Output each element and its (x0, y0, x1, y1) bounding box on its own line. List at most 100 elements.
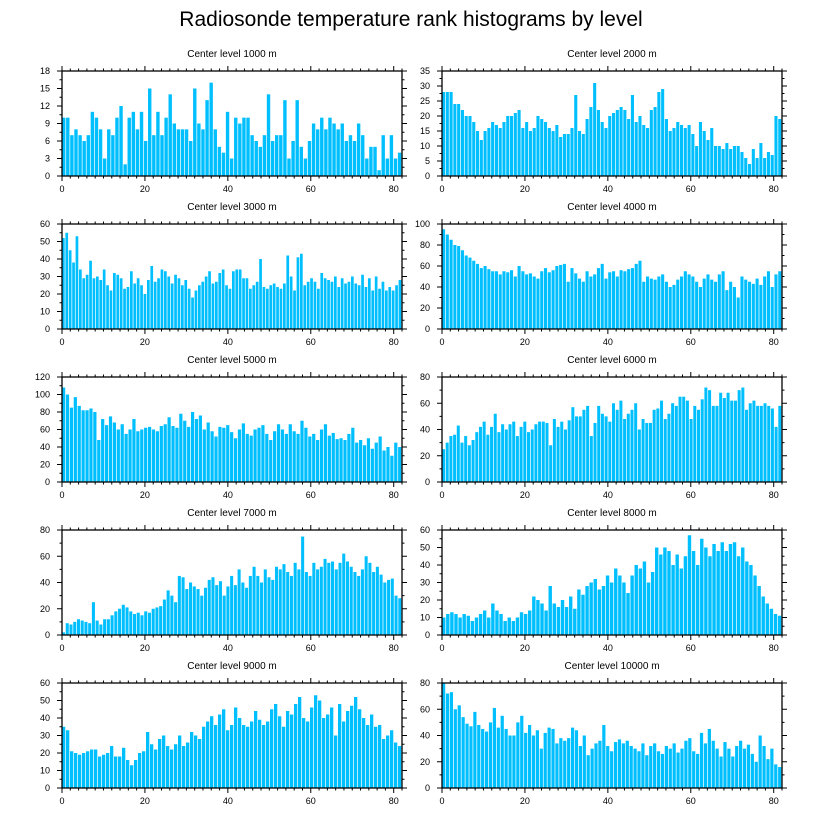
histogram-bar (263, 569, 267, 636)
histogram-bar (751, 149, 755, 176)
histogram-bar (90, 749, 94, 788)
histogram-bar (597, 589, 602, 635)
histogram-bar (638, 116, 642, 176)
histogram-bar (659, 554, 663, 635)
histogram-bar (619, 400, 623, 483)
histogram-bar (365, 158, 369, 176)
histogram-bar (62, 238, 65, 329)
histogram-bar (473, 711, 477, 789)
histogram-bar (209, 82, 213, 176)
histogram-bar (716, 551, 720, 635)
histogram-bar (323, 278, 327, 329)
histogram-bar (330, 707, 334, 788)
histogram-bar (171, 426, 175, 482)
histogram-bar (634, 403, 638, 482)
histogram-bar (286, 572, 290, 635)
histogram-bar (740, 152, 744, 176)
panel-title: Center level 2000 m (567, 49, 657, 60)
histogram-bar (777, 615, 782, 635)
x-tick-label: 0 (439, 184, 444, 194)
x-tick-label: 80 (769, 796, 779, 806)
histogram-bar (338, 704, 342, 788)
histogram-bar (85, 410, 89, 482)
histogram-bar (394, 742, 398, 788)
histogram-bar (181, 577, 185, 635)
histogram-bar (442, 92, 446, 176)
y-tick-label: 20 (420, 757, 430, 767)
histogram-bar (190, 732, 194, 788)
histogram-bar (478, 426, 482, 483)
histogram-bar (238, 123, 242, 176)
histogram-bar (347, 433, 351, 483)
histogram-bar (687, 274, 691, 329)
histogram-bar (118, 608, 122, 635)
histogram-bar (450, 612, 454, 635)
histogram-bar (491, 122, 495, 176)
x-tick-label: 80 (769, 643, 779, 653)
histogram-bar (578, 416, 582, 483)
histogram-bar (552, 603, 556, 635)
histogram-bar (273, 431, 277, 482)
histogram-bar (663, 419, 667, 482)
histogram-bar (723, 742, 727, 788)
panel-title: Center level 9000 m (187, 661, 277, 672)
histogram-bar (749, 565, 753, 635)
histogram-bar (543, 732, 547, 789)
histogram-bar (532, 596, 536, 635)
histogram-bar (502, 122, 506, 176)
x-tick-label: 20 (140, 643, 150, 653)
histogram-bar (759, 143, 763, 176)
y-tick-label: 20 (40, 289, 50, 299)
histogram-bar (511, 621, 516, 635)
y-tick-label: 35 (420, 66, 430, 76)
histogram-bar (660, 400, 664, 483)
histogram-bar (348, 135, 353, 176)
histogram-bar (671, 403, 675, 482)
histogram-bar (147, 280, 150, 329)
histogram-bar (342, 553, 346, 636)
histogram-bar (368, 278, 371, 329)
histogram-bar (661, 89, 665, 176)
histogram-bar (170, 283, 174, 329)
histogram-bar (254, 141, 258, 176)
histogram-bar (143, 294, 147, 329)
histogram-panel-8: Center level 8000 m 0 20 40 60 80 0 10 20 30 40 50 6… (420, 508, 787, 653)
histogram-bar (262, 135, 267, 176)
histogram-bar (390, 730, 394, 788)
histogram-bar (314, 695, 318, 788)
histogram-bar (280, 429, 285, 482)
histogram-bar (370, 714, 374, 788)
x-tick-label: 20 (520, 184, 530, 194)
histogram-bar (472, 122, 476, 176)
histogram-bar (274, 566, 279, 635)
histogram-bar (732, 287, 736, 329)
histogram-bar (308, 575, 312, 635)
histogram-bar (70, 135, 74, 176)
histogram-bar (634, 122, 638, 176)
histogram-bar (246, 117, 250, 176)
histogram-bar (578, 746, 582, 788)
histogram-bar (649, 746, 653, 788)
histogram-bar (627, 269, 631, 329)
histogram-bar (382, 739, 386, 788)
histogram-bar (304, 572, 308, 635)
y-tick-label: 100 (415, 219, 430, 229)
panel-title: Center level 7000 m (187, 508, 277, 519)
histogram-bar (154, 749, 158, 788)
histogram-bar (778, 119, 782, 176)
histogram-bar (490, 426, 494, 483)
histogram-bar (623, 271, 627, 329)
histogram-bar (552, 419, 556, 482)
histogram-bar (334, 735, 338, 788)
x-tick-label: 60 (686, 643, 696, 653)
y-tick-label: 9 (45, 119, 50, 129)
histogram-bar (615, 409, 619, 482)
histogram-bar (765, 603, 770, 635)
histogram-bar (275, 135, 279, 176)
histogram-bar (353, 572, 357, 635)
histogram-bar (270, 141, 275, 176)
histogram-bar (218, 581, 222, 635)
x-tick-label: 40 (223, 643, 233, 653)
histogram-bar (72, 262, 75, 329)
histogram-bar (566, 281, 570, 329)
